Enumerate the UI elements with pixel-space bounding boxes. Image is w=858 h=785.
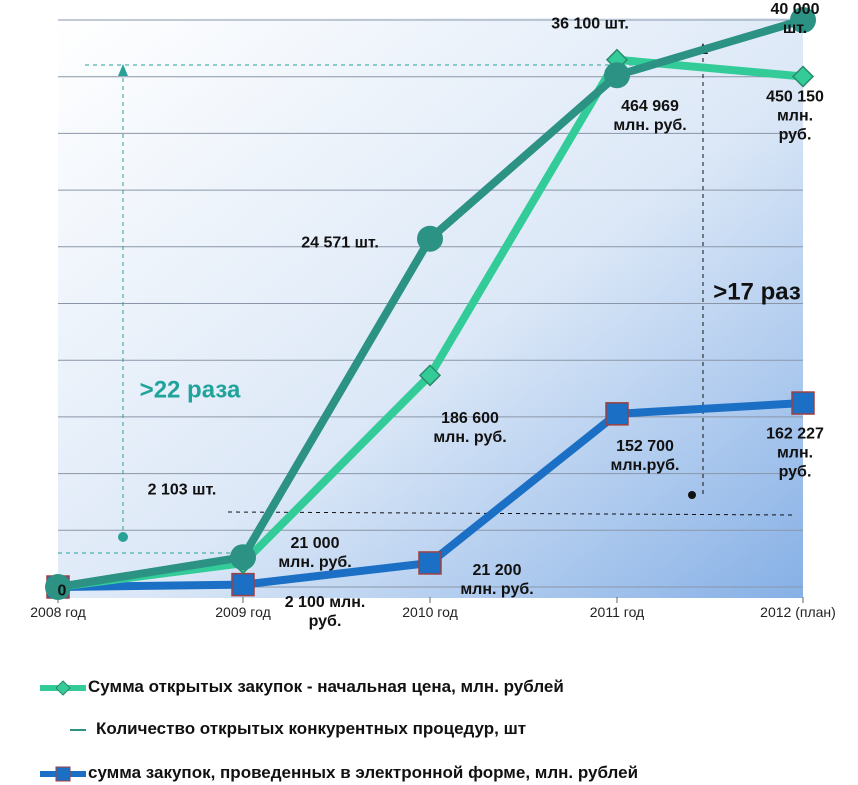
legend-marker bbox=[55, 766, 71, 782]
legend-label: Сумма открытых закупок - начальная цена,… bbox=[88, 677, 564, 696]
data-label: 24 571 шт. bbox=[301, 234, 379, 252]
annotation: >22 раза bbox=[139, 376, 241, 404]
data-label: 152 700 млн.руб. bbox=[610, 438, 680, 474]
data-point bbox=[45, 574, 71, 600]
data-label: 0 bbox=[57, 582, 67, 600]
x-tick-label: 2008 год bbox=[30, 604, 86, 620]
data-label: 21 000 млн. руб. bbox=[278, 535, 352, 571]
data-point bbox=[791, 65, 815, 88]
data-point bbox=[230, 544, 256, 571]
legend-label: сумма закупок, проведенных в электронной… bbox=[88, 763, 639, 782]
annotation: >17 раз bbox=[713, 278, 801, 306]
data-label: 40 000 шт. bbox=[770, 1, 820, 37]
data-point bbox=[417, 225, 443, 252]
plot-area bbox=[58, 18, 803, 598]
x-tick-label: 2011 год bbox=[589, 604, 645, 620]
data-label: 464 969 млн. руб. bbox=[613, 98, 687, 134]
data-label: 21 200 млн. руб. bbox=[460, 562, 534, 598]
data-point bbox=[231, 572, 255, 597]
data-label: 186 600 млн. руб. bbox=[433, 410, 507, 446]
x-tick-label: 2010 год bbox=[402, 604, 458, 620]
data-label: 450 150 млн. руб. bbox=[766, 88, 824, 144]
x-tick-label: 2009 год bbox=[215, 604, 271, 620]
data-label: 2 100 млн. руб. bbox=[284, 594, 366, 630]
data-point bbox=[604, 62, 630, 89]
data-label: 36 100 шт. bbox=[551, 15, 629, 33]
data-point bbox=[418, 364, 442, 387]
data-label: 2 103 шт. bbox=[147, 481, 217, 499]
annotation-lines bbox=[58, 43, 796, 554]
data-label: 162 227 млн. руб. bbox=[766, 425, 824, 481]
data-point bbox=[605, 402, 629, 426]
legend-label: Количество открытых конкурентных процеду… bbox=[96, 719, 527, 738]
x-tick-label: 2012 (план) bbox=[760, 604, 836, 620]
data-point bbox=[790, 7, 816, 33]
legend-marker bbox=[55, 680, 71, 696]
data-point bbox=[791, 391, 815, 415]
data-point bbox=[418, 551, 442, 575]
